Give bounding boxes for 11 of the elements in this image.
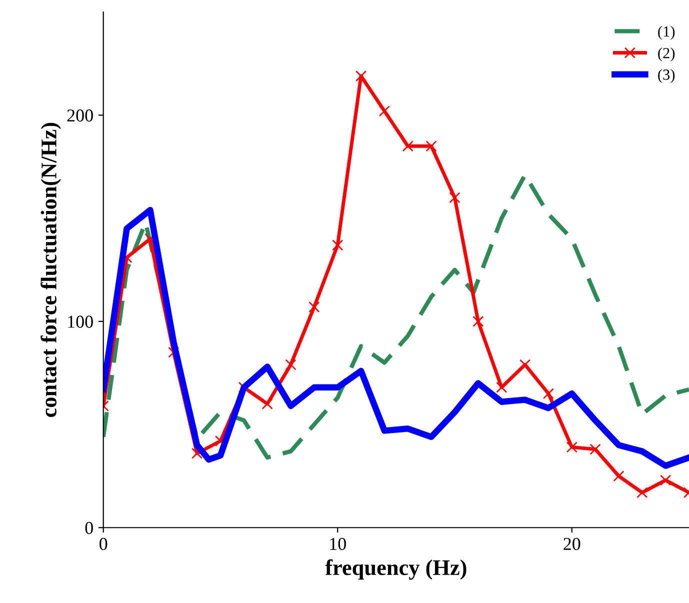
legend-label: (1) [658,26,675,40]
x-tick-label: 0 [100,538,108,550]
y-axis-title: contact force fluctuation(N/Hz) [40,122,61,417]
y-tick-label: 0 [85,522,93,534]
x-axis-title: frequency (Hz) [325,559,466,580]
y-tick-label: 200 [67,109,93,122]
legend-label: (2) [658,47,675,62]
x-tick-label: 10 [330,538,346,550]
x-tick-label: 20 [564,538,580,550]
y-tick-label: 100 [68,316,93,328]
legend-label: (3) [658,69,675,83]
